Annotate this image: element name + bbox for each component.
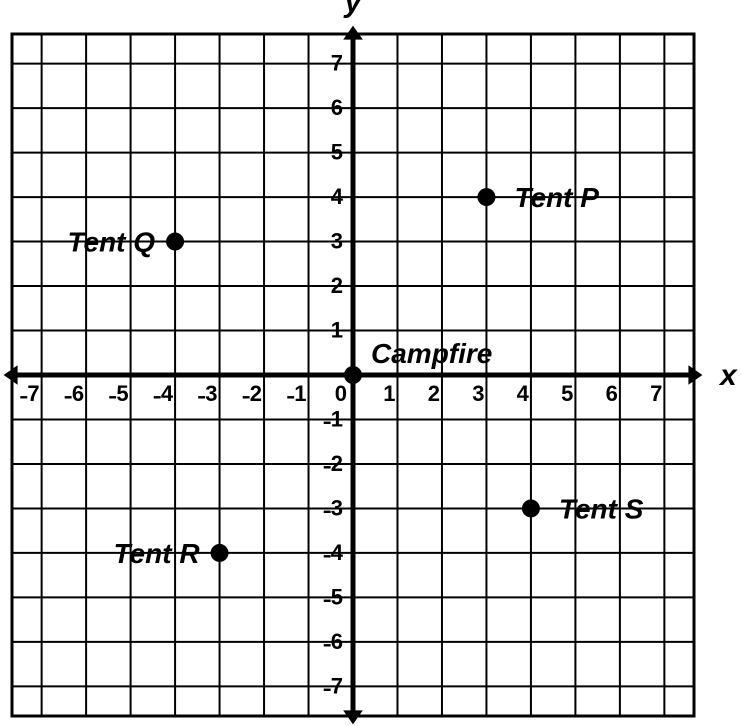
x-tick-label: 7 — [650, 381, 662, 406]
x-tick-label: 1 — [383, 381, 395, 406]
tent-p-point — [477, 188, 495, 206]
x-tick-label: 4 — [517, 381, 530, 406]
x-tick-label: ˗3 — [198, 381, 218, 406]
x-tick-label: 3 — [472, 381, 484, 406]
y-tick-label: ˗1 — [323, 406, 343, 431]
y-tick-label: 1 — [331, 318, 343, 343]
y-tick-label: 7 — [331, 51, 343, 76]
y-tick-label: 6 — [331, 95, 343, 120]
campfire-label: Campfire — [371, 338, 492, 369]
y-tick-label: ˗5 — [323, 584, 343, 609]
x-tick-label: ˗7 — [20, 381, 40, 406]
tent-r-point — [211, 544, 229, 562]
x-axis-label: x — [718, 359, 738, 392]
x-tick-label: 6 — [606, 381, 618, 406]
x-tick-label: ˗1 — [287, 381, 307, 406]
y-tick-label: 4 — [331, 184, 344, 209]
y-tick-label: ˗4 — [323, 540, 343, 565]
y-tick-label: 3 — [331, 229, 343, 254]
x-tick-label: ˗2 — [242, 381, 262, 406]
y-tick-label: ˗2 — [323, 451, 343, 476]
coordinate-grid-chart: x y ˗7 ˗6 ˗5 ˗4 ˗3 ˗2 ˗1 1 2 3 4 5 6 7 ˗7 ˗6 ˗5 ˗4 ˗3 ˗2 ˗1 1 2 3… — [0, 0, 742, 726]
origin-label: 0 — [335, 381, 347, 406]
x-tick-label: ˗4 — [154, 381, 174, 406]
tent-q-point — [166, 233, 184, 251]
tent-r-label: Tent R — [113, 538, 200, 569]
tent-s-point — [522, 499, 540, 517]
x-tick-label: 2 — [428, 381, 440, 406]
tent-p-label: Tent P — [514, 182, 599, 213]
tent-s-label: Tent S — [559, 493, 644, 524]
y-tick-label: 2 — [331, 273, 343, 298]
y-tick-label: ˗3 — [323, 495, 343, 520]
y-tick-label: ˗7 — [323, 673, 343, 698]
campfire-point — [344, 366, 362, 384]
y-axis-label: y — [343, 0, 363, 19]
y-tick-label: 5 — [331, 140, 343, 165]
x-tick-label: 5 — [561, 381, 573, 406]
x-tick-label: ˗6 — [65, 381, 85, 406]
y-tick-label: ˗6 — [323, 629, 343, 654]
tent-q-label: Tent Q — [67, 227, 155, 258]
x-tick-label: ˗5 — [109, 381, 129, 406]
